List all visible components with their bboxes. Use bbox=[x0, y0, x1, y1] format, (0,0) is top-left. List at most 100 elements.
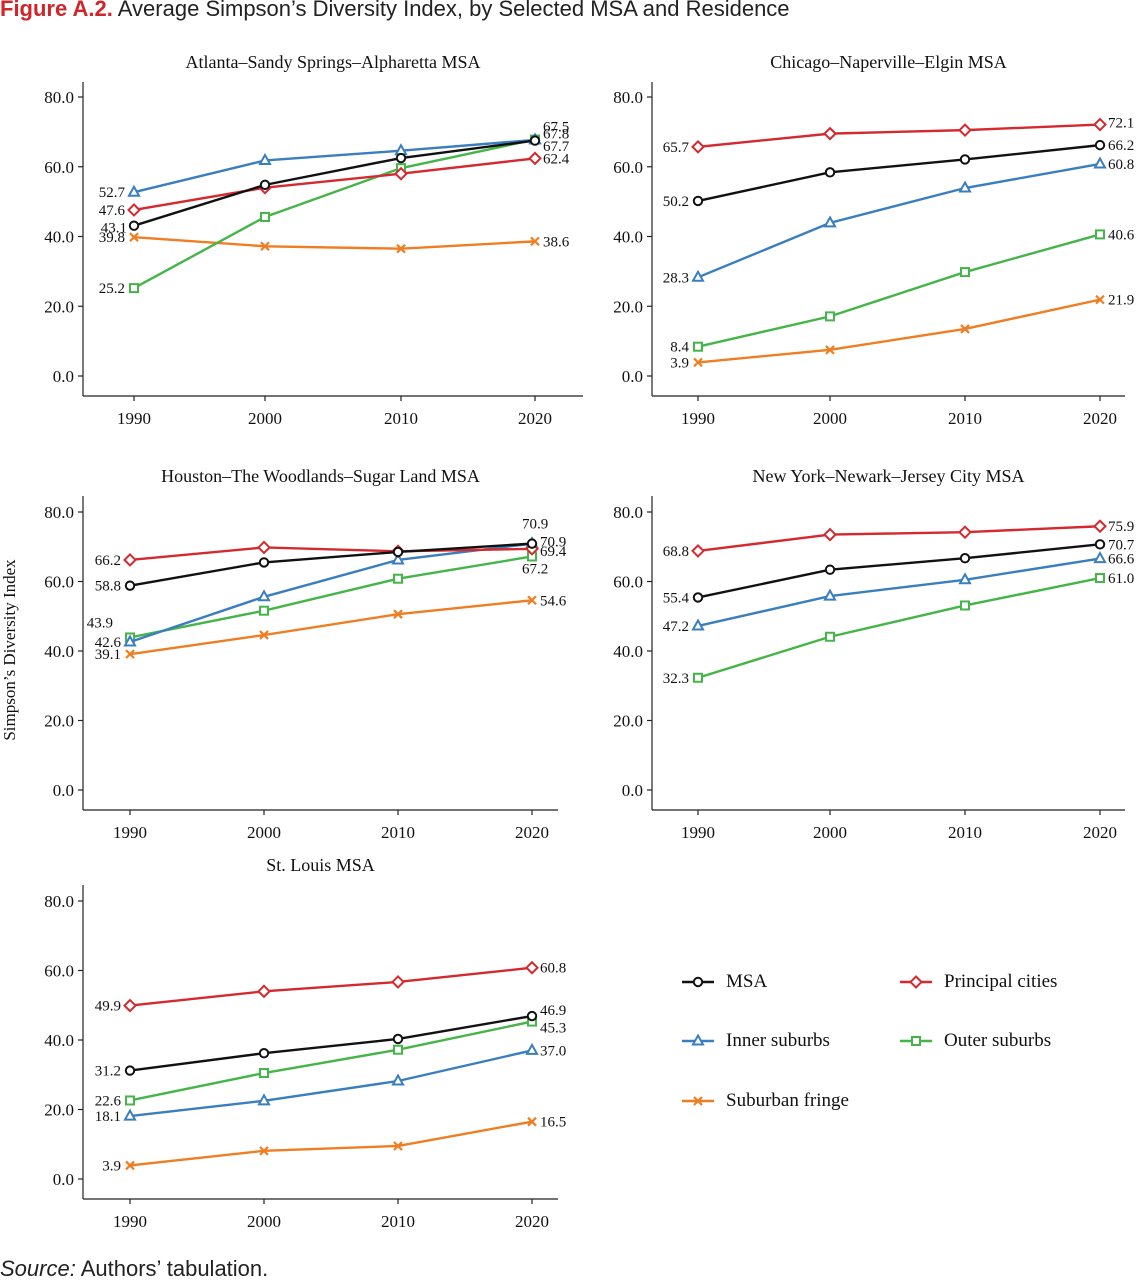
data-label-outer: 67.2 bbox=[522, 561, 548, 577]
data-label-principal: 62.4 bbox=[543, 151, 570, 167]
data-point-inner bbox=[127, 184, 141, 197]
data-label-outer: 45.3 bbox=[540, 1021, 566, 1037]
data-label-msa: 70.7 bbox=[1108, 537, 1135, 553]
series-line-inner bbox=[129, 1049, 533, 1118]
data-point-inner bbox=[258, 152, 272, 165]
series-principal: 68.8 75.9 bbox=[663, 519, 1135, 560]
data-label-msa: 58.8 bbox=[95, 579, 121, 595]
legend-item-fringe: Suburban fringe bbox=[680, 1089, 849, 1113]
data-point-fringe bbox=[527, 1116, 537, 1127]
y-tick-label: 80.0 bbox=[44, 503, 74, 522]
data-label-outer: 43.9 bbox=[87, 615, 113, 631]
data-point-msa bbox=[526, 1010, 538, 1022]
data-point-inner bbox=[391, 552, 405, 565]
y-tick-label: 40.0 bbox=[44, 1031, 74, 1050]
data-point-inner bbox=[123, 1108, 137, 1121]
y-tick-label: 20.0 bbox=[44, 297, 74, 316]
x-tick-label: 2010 bbox=[381, 823, 415, 842]
legend-swatch-msa bbox=[682, 976, 714, 988]
data-label-inner: 52.7 bbox=[99, 185, 126, 201]
data-point-inner bbox=[823, 588, 837, 601]
data-point-principal bbox=[394, 166, 408, 181]
data-label-principal: 72.1 bbox=[1108, 116, 1134, 132]
data-point-msa bbox=[959, 553, 971, 564]
series-inner: 47.2 66.6 bbox=[663, 551, 1135, 635]
x-tick-label: 1990 bbox=[681, 409, 715, 428]
series-line-principal bbox=[697, 123, 1101, 149]
data-label-principal: 49.9 bbox=[95, 999, 121, 1015]
data-point-inner bbox=[1093, 551, 1107, 564]
source-text: Authors’ tabulation. bbox=[80, 1256, 269, 1281]
data-label-fringe: 39.1 bbox=[95, 647, 121, 663]
chart-panel-new-york-newark-jersey-city-msa: New York–Newark–Jersey City MSA 0.0 20.0 40… bbox=[613, 466, 1135, 842]
data-point-inner bbox=[391, 1073, 405, 1086]
data-point-principal bbox=[528, 151, 542, 166]
series-fringe: 3.9 16.5 bbox=[102, 1115, 566, 1175]
x-tick-label: 1990 bbox=[117, 409, 151, 428]
x-tick-label: 2000 bbox=[813, 823, 847, 842]
y-tick-label: 60.0 bbox=[44, 158, 74, 177]
series-line-inner bbox=[697, 557, 1101, 628]
data-point-msa bbox=[692, 592, 704, 603]
data-label-principal: 60.8 bbox=[540, 961, 566, 977]
data-label-inner: 66.6 bbox=[1108, 552, 1135, 568]
series-line-outer bbox=[129, 555, 533, 639]
x-tick-label: 2020 bbox=[515, 823, 549, 842]
legend-swatch-inner bbox=[682, 1033, 714, 1046]
data-point-principal bbox=[958, 525, 972, 540]
data-point-outer bbox=[393, 573, 403, 584]
x-tick-label: 2010 bbox=[948, 823, 982, 842]
data-point-msa bbox=[692, 195, 704, 207]
data-point-fringe bbox=[125, 649, 135, 659]
series-principal: 47.6 62.4 bbox=[99, 151, 570, 219]
y-tick-label: 60.0 bbox=[613, 573, 643, 592]
data-point-msa bbox=[258, 557, 270, 568]
series-msa: 43.1 67.5 bbox=[101, 120, 570, 237]
data-label-msa: 66.2 bbox=[1108, 138, 1134, 154]
data-label-msa: 70.9 bbox=[522, 517, 548, 533]
data-point-principal bbox=[257, 984, 271, 999]
figure-label: Figure A.2. bbox=[0, 0, 113, 21]
data-point-fringe bbox=[530, 236, 540, 247]
legend-item-outer: Outer suburbs bbox=[898, 1029, 1051, 1053]
data-point-inner bbox=[958, 572, 972, 585]
figure-title-text: Average Simpson’s Diversity Index, by Se… bbox=[117, 0, 790, 21]
data-label-fringe: 39.8 bbox=[99, 230, 125, 246]
data-point-outer bbox=[393, 1044, 403, 1055]
data-point-inner bbox=[123, 634, 137, 647]
data-point-msa bbox=[392, 546, 404, 558]
legend-label: MSA bbox=[726, 971, 768, 992]
data-label-msa: 55.4 bbox=[663, 590, 690, 606]
data-point-principal bbox=[123, 553, 137, 567]
series-line-outer bbox=[133, 138, 536, 290]
y-tick-label: 40.0 bbox=[613, 228, 643, 247]
diamond-icon bbox=[909, 975, 923, 989]
y-tick-label: 0.0 bbox=[53, 1170, 74, 1189]
data-point-outer bbox=[259, 1068, 269, 1079]
charts-canvas: Atlanta–Sandy Springs–Alpharetta MSA 0.0 2… bbox=[44, 52, 1135, 1231]
series-inner: 28.3 60.8 bbox=[663, 156, 1134, 286]
data-label-principal: 75.9 bbox=[1108, 519, 1134, 535]
chart-title: Chicago–Naperville–Elgin MSA bbox=[770, 52, 1006, 72]
data-point-principal bbox=[391, 975, 405, 989]
data-label-principal: 69.4 bbox=[540, 544, 567, 560]
data-point-fringe bbox=[260, 241, 270, 252]
chart-title: Atlanta–Sandy Springs–Alpharetta MSA bbox=[186, 52, 481, 72]
series-line-msa bbox=[697, 543, 1101, 599]
series-outer: 22.6 45.3 bbox=[95, 1016, 566, 1109]
data-label-fringe: 16.5 bbox=[540, 1115, 566, 1131]
series-fringe: 39.1 54.6 bbox=[95, 593, 567, 663]
data-point-inner bbox=[1093, 156, 1107, 169]
series-msa: 31.2 46.9 bbox=[95, 1003, 567, 1080]
data-label-outer: 61.0 bbox=[1108, 571, 1134, 587]
figure-title: Figure A.2. Average Simpson’s Diversity … bbox=[0, 0, 790, 22]
chart-title: St. Louis MSA bbox=[266, 855, 375, 875]
data-point-msa bbox=[824, 564, 836, 575]
data-point-principal bbox=[823, 126, 837, 141]
data-label-outer: 25.2 bbox=[99, 281, 125, 297]
data-point-outer bbox=[960, 600, 970, 611]
data-label-principal: 68.8 bbox=[663, 544, 689, 560]
x-tick-label: 2010 bbox=[384, 409, 418, 428]
series-outer: 25.2 67.8 bbox=[99, 127, 570, 298]
y-tick-label: 0.0 bbox=[53, 367, 74, 386]
